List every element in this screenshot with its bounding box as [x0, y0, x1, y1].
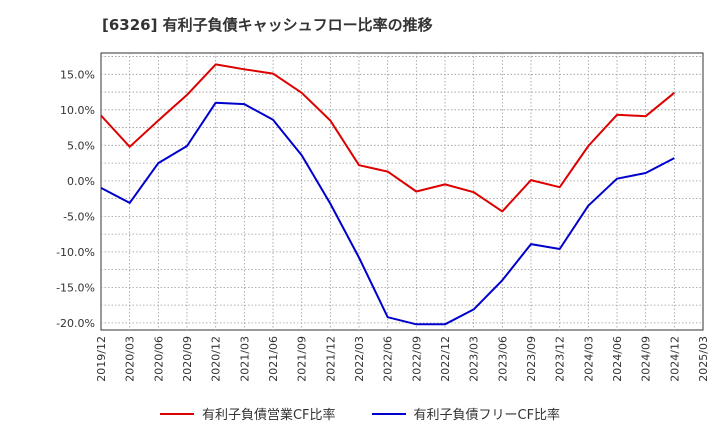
x-tick-label: 2019/12 [95, 336, 108, 382]
x-tick-label: 2022/12 [439, 336, 452, 382]
y-tick-label: 10.0% [60, 104, 95, 117]
y-tick-label: 0.0% [67, 175, 95, 188]
legend-swatch-operating-cf [159, 412, 194, 415]
x-tick-label: 2021/09 [296, 336, 309, 382]
x-tick-label: 2023/09 [525, 336, 538, 382]
legend-label-operating-cf: 有利子負債営業CF比率 [201, 408, 336, 423]
x-tick-label: 2021/06 [267, 336, 280, 382]
x-tick-label: 2022/09 [410, 336, 423, 382]
x-tick-label: 2021/03 [238, 336, 251, 382]
x-tick-label: 2024/09 [640, 336, 653, 382]
y-tick-label: 15.0% [60, 68, 95, 81]
x-tick-label: 2023/12 [554, 336, 567, 382]
x-tick-label: 2021/12 [324, 336, 337, 382]
y-tick-label: -5.0% [63, 210, 95, 223]
series-line-free-cf [100, 101, 675, 326]
x-tick-label: 2024/03 [582, 336, 595, 382]
x-tick-label: 2024/06 [611, 336, 624, 382]
legend-swatch-free-cf [371, 412, 406, 415]
legend: 有利子負債営業CF比率 有利子負債フリーCF比率 [0, 404, 720, 423]
legend-item-free-cf: 有利子負債フリーCF比率 [371, 404, 561, 423]
x-tick-label: 2025/03 [697, 336, 710, 382]
x-tick-label: 2020/09 [181, 336, 194, 382]
x-tick-label: 2022/03 [353, 336, 366, 382]
y-tick-label: 5.0% [67, 139, 95, 152]
x-tick-label: 2024/12 [668, 336, 681, 382]
x-tick-label: 2022/06 [382, 336, 395, 382]
legend-label-free-cf: 有利子負債フリーCF比率 [413, 408, 561, 423]
series-line-operating-cf [100, 63, 675, 213]
legend-item-operating-cf: 有利子負債営業CF比率 [159, 404, 336, 423]
plot-area [100, 52, 704, 331]
x-tick-label: 2020/12 [210, 336, 223, 382]
x-tick-label: 2023/03 [468, 336, 481, 382]
x-tick-label: 2020/06 [152, 336, 165, 382]
y-tick-label: -10.0% [56, 246, 95, 259]
y-tick-label: -20.0% [56, 317, 95, 330]
chart-title: [6326] 有利子負債キャッシュフロー比率の推移 [102, 16, 433, 34]
x-tick-label: 2020/03 [124, 336, 137, 382]
x-tick-label: 2023/06 [496, 336, 509, 382]
y-tick-label: -15.0% [56, 281, 95, 294]
